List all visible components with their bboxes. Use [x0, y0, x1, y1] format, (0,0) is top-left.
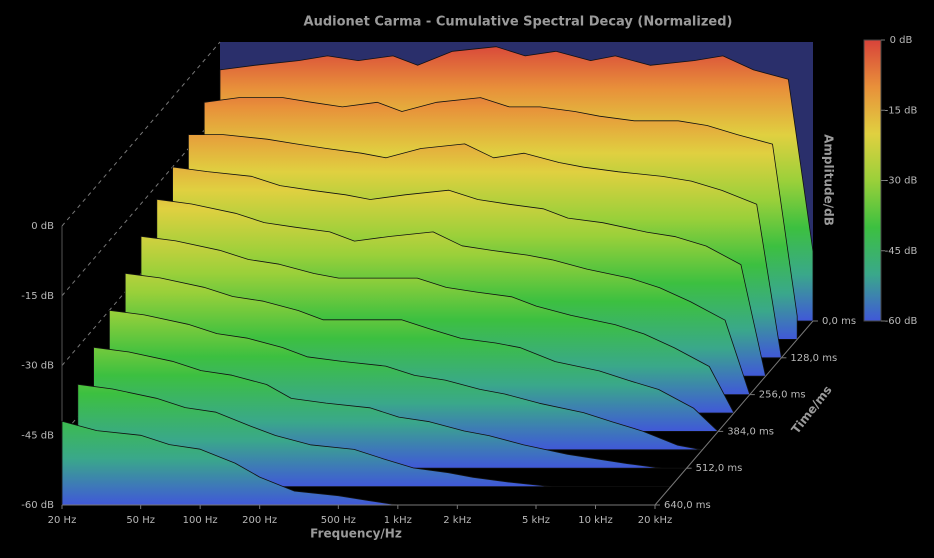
x-tick-label: 20 kHz	[638, 515, 672, 526]
x-tick-label: 500 Hz	[321, 515, 356, 526]
colorbar-tick-label: 0 dB	[890, 35, 913, 46]
x-axis-title: Frequency/Hz	[310, 527, 402, 541]
y-tick-label: -45 dB	[21, 430, 54, 441]
z-tick-label: 128,0 ms	[790, 353, 837, 364]
colorbar-tick-label: -15 dB	[885, 105, 918, 116]
colorbar-title: Amplitude/dB	[822, 134, 836, 226]
grid-line	[61, 41, 221, 227]
x-tick-label: 50 Hz	[126, 515, 155, 526]
z-axis-line	[654, 320, 814, 506]
y-tick-label: -60 dB	[21, 500, 54, 511]
z-tick-label: 0,0 ms	[822, 316, 856, 327]
y-tick-label: -15 dB	[21, 291, 54, 302]
y-tick-label: -30 dB	[21, 361, 54, 372]
colorbar	[863, 39, 882, 322]
colorbar-tick-label: -30 dB	[885, 176, 918, 187]
z-tick-label: 256,0 ms	[759, 390, 806, 401]
x-tick-label: 1 kHz	[384, 515, 412, 526]
x-tick-label: 5 kHz	[522, 515, 550, 526]
z-tick-label: 640,0 ms	[664, 500, 711, 511]
colorbar-tick-label: -60 dB	[885, 316, 918, 327]
y-tick-label: 0 dB	[31, 221, 54, 232]
chart-title: Audionet Carma - Cumulative Spectral Dec…	[304, 15, 733, 30]
x-tick-label: 200 Hz	[242, 515, 277, 526]
x-tick-label: 2 kHz	[443, 515, 471, 526]
x-tick-label: 100 Hz	[183, 515, 218, 526]
x-tick-label: 20 Hz	[48, 515, 77, 526]
x-tick-label: 10 kHz	[578, 515, 612, 526]
z-tick-label: 512,0 ms	[696, 463, 743, 474]
z-tick-label: 384,0 ms	[727, 426, 774, 437]
colorbar-tick-label: -45 dB	[885, 246, 918, 257]
